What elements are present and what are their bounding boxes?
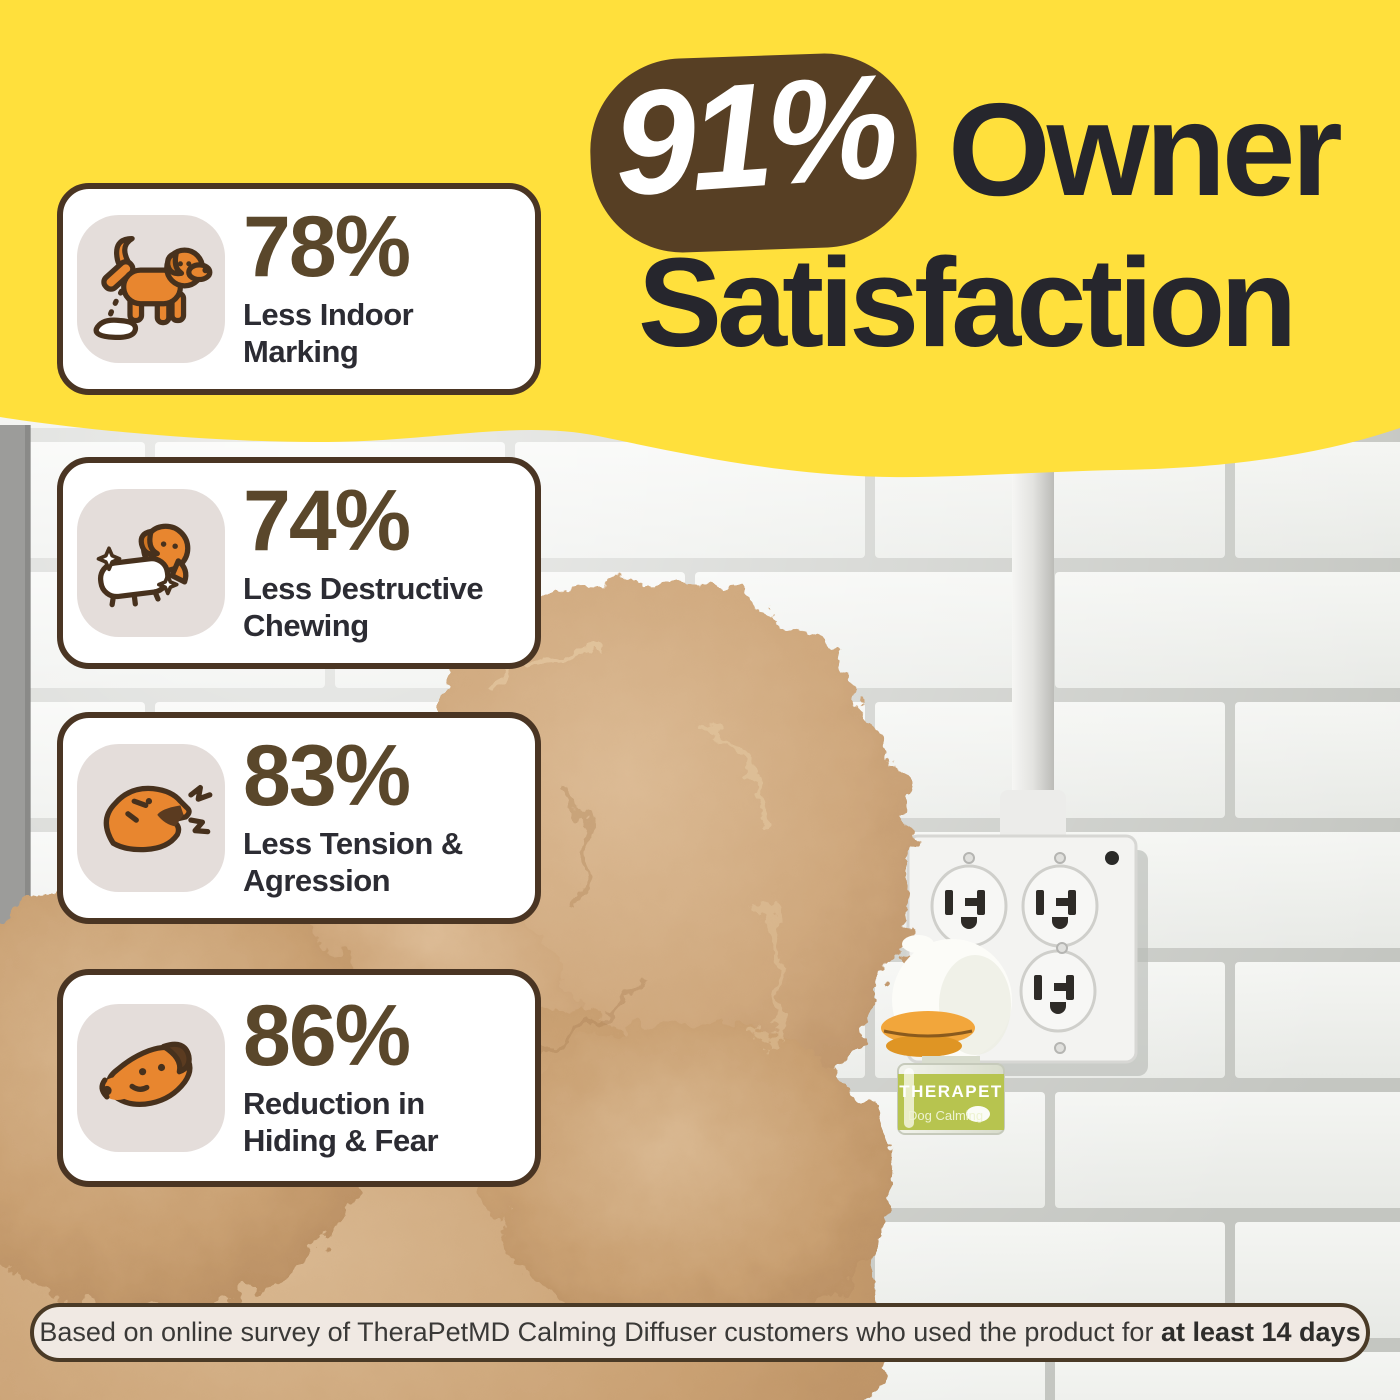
stat-label-line: Less Tension & xyxy=(243,825,463,861)
stat-card-destructive-chewing: 74% Less Destructive Chewing xyxy=(57,457,541,669)
stat-icon-tile xyxy=(77,215,225,363)
stat-label: Less Destructive Chewing xyxy=(243,570,484,646)
stat-icon-tile xyxy=(77,489,225,637)
product-brand: THERAPET xyxy=(899,1082,1003,1101)
diffuser-bottle: THERAPET Dog Calming xyxy=(897,1056,1005,1135)
stat-icon-tile xyxy=(77,1004,225,1152)
stat-label-line: Chewing xyxy=(243,608,369,644)
stat-label: Less Tension & Agression xyxy=(243,825,463,901)
outlet-socket xyxy=(1019,949,1097,1033)
stat-icon-tile xyxy=(77,744,225,892)
dog-indoor-marking-icon xyxy=(93,235,213,341)
stat-label-line: Less Destructive xyxy=(243,570,484,606)
outlet-socket xyxy=(1021,864,1099,948)
wall-conduit-pipe xyxy=(1000,395,1066,850)
disclaimer-bar: Based on online survey of TheraPetMD Cal… xyxy=(30,1303,1370,1362)
disclaimer-text: Based on online survey of TheraPetMD Cal… xyxy=(39,1317,1161,1347)
stat-label-line: Agression xyxy=(243,863,391,899)
stat-card-tension-aggression: 83% Less Tension & Agression xyxy=(57,712,541,924)
stat-label-line: Marking xyxy=(243,334,359,370)
product-variant: Dog Calming xyxy=(908,1108,983,1123)
badge-value: 91% xyxy=(608,43,898,228)
calming-diffuser: THERAPET Dog Calming xyxy=(881,935,1012,1135)
outlet-socket xyxy=(930,864,1008,948)
headline-satisfaction: Satisfaction xyxy=(638,232,1297,373)
headline-owner: Owner xyxy=(948,76,1343,223)
stat-value: 86% xyxy=(243,987,411,1084)
stat-value: 78% xyxy=(243,198,411,295)
stat-label-line: Hiding & Fear xyxy=(243,1123,439,1159)
stat-label: Less Indoor Marking xyxy=(243,296,414,372)
stat-card-indoor-marking: 78% Less Indoor Marking xyxy=(57,183,541,395)
disclaimer-bold-text: at least 14 days xyxy=(1160,1317,1361,1347)
stat-card-hiding-fear: 86% Reduction in Hiding & Fear xyxy=(57,969,541,1187)
stat-label-line: Reduction in xyxy=(243,1085,425,1121)
stat-value: 83% xyxy=(243,727,411,824)
label-pill xyxy=(966,1106,990,1122)
dog-barking-icon xyxy=(103,784,213,853)
outlet-hole xyxy=(1105,851,1119,865)
stat-label-line: Less Indoor xyxy=(243,296,414,332)
satisfaction-badge: 91% xyxy=(597,44,909,228)
dog-chewing-icon xyxy=(96,523,191,608)
dog-fearful-icon xyxy=(99,1041,193,1108)
duck-beak xyxy=(881,1011,975,1057)
bottle-label xyxy=(898,1074,1004,1130)
stat-label: Reduction in Hiding & Fear xyxy=(243,1085,439,1161)
stat-value: 74% xyxy=(243,472,411,569)
